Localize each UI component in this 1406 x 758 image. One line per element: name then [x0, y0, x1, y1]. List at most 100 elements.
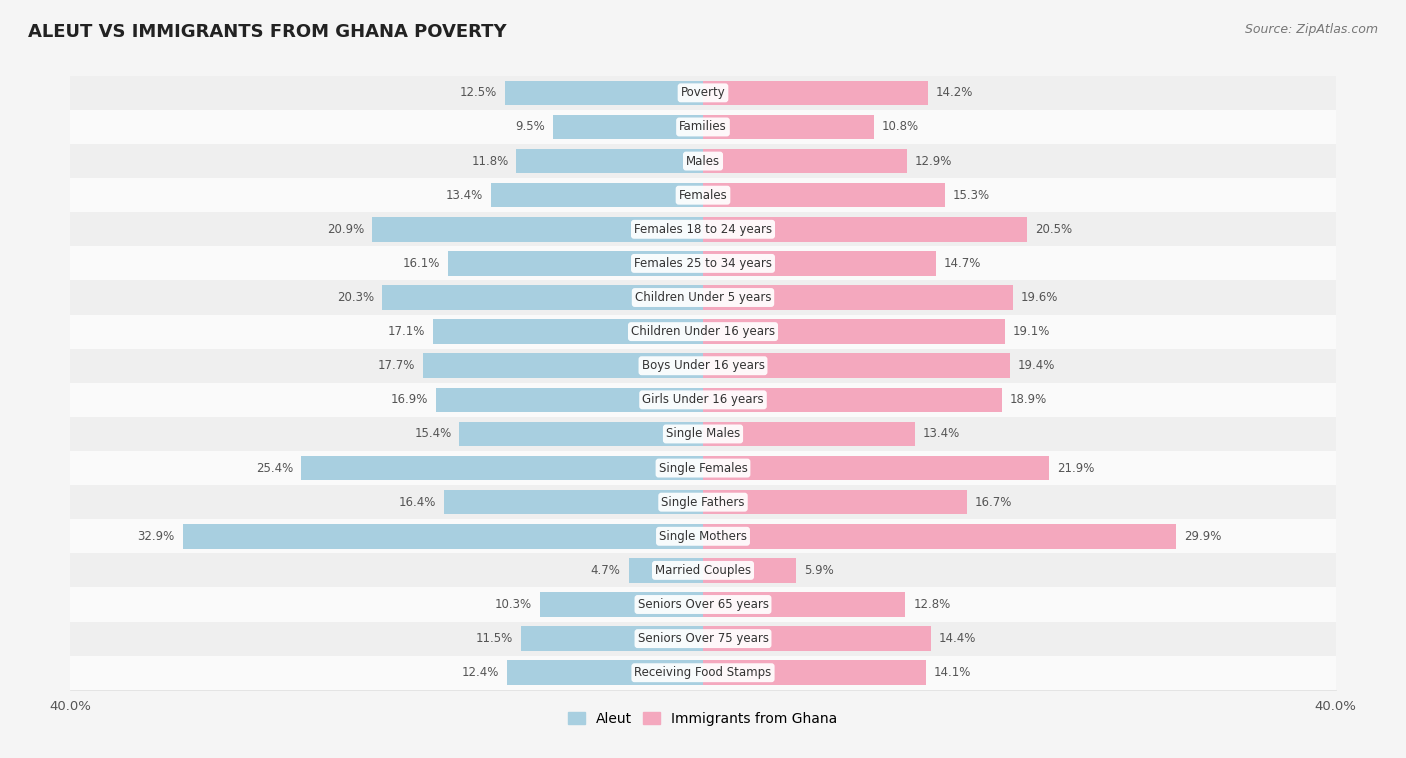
- Text: 19.1%: 19.1%: [1014, 325, 1050, 338]
- Text: Single Fathers: Single Fathers: [661, 496, 745, 509]
- Bar: [703, 660, 927, 685]
- Text: 21.9%: 21.9%: [1057, 462, 1095, 475]
- Legend: Aleut, Immigrants from Ghana: Aleut, Immigrants from Ghana: [568, 712, 838, 726]
- Bar: [70, 622, 1336, 656]
- Text: 16.4%: 16.4%: [398, 496, 436, 509]
- Text: ALEUT VS IMMIGRANTS FROM GHANA POVERTY: ALEUT VS IMMIGRANTS FROM GHANA POVERTY: [28, 23, 506, 41]
- Text: 14.1%: 14.1%: [934, 666, 972, 679]
- Text: Seniors Over 65 years: Seniors Over 65 years: [637, 598, 769, 611]
- Text: Females 18 to 24 years: Females 18 to 24 years: [634, 223, 772, 236]
- Text: 18.9%: 18.9%: [1010, 393, 1047, 406]
- Bar: [628, 558, 703, 583]
- Text: 14.4%: 14.4%: [939, 632, 976, 645]
- Bar: [516, 149, 703, 174]
- Bar: [436, 387, 703, 412]
- Text: Single Females: Single Females: [658, 462, 748, 475]
- Text: Single Mothers: Single Mothers: [659, 530, 747, 543]
- Bar: [70, 280, 1336, 315]
- Text: 4.7%: 4.7%: [591, 564, 621, 577]
- Bar: [703, 114, 875, 139]
- Bar: [373, 217, 703, 242]
- Bar: [703, 387, 1002, 412]
- Bar: [553, 114, 703, 139]
- Bar: [70, 656, 1336, 690]
- Text: 17.1%: 17.1%: [387, 325, 425, 338]
- Text: 10.3%: 10.3%: [495, 598, 531, 611]
- Bar: [703, 456, 1049, 481]
- Bar: [703, 421, 915, 446]
- Text: 14.2%: 14.2%: [935, 86, 973, 99]
- Bar: [703, 285, 1014, 310]
- Bar: [522, 626, 703, 651]
- Text: 32.9%: 32.9%: [138, 530, 174, 543]
- Text: 14.7%: 14.7%: [943, 257, 981, 270]
- Bar: [703, 319, 1005, 344]
- Text: Children Under 16 years: Children Under 16 years: [631, 325, 775, 338]
- Text: Girls Under 16 years: Girls Under 16 years: [643, 393, 763, 406]
- Bar: [703, 353, 1010, 378]
- Text: 12.5%: 12.5%: [460, 86, 498, 99]
- Text: 16.9%: 16.9%: [391, 393, 427, 406]
- Text: 5.9%: 5.9%: [804, 564, 834, 577]
- Bar: [540, 592, 703, 617]
- Bar: [382, 285, 703, 310]
- Bar: [703, 558, 796, 583]
- Bar: [70, 212, 1336, 246]
- Bar: [70, 587, 1336, 622]
- Text: 19.6%: 19.6%: [1021, 291, 1059, 304]
- Text: 11.5%: 11.5%: [477, 632, 513, 645]
- Text: 19.4%: 19.4%: [1018, 359, 1054, 372]
- Text: Families: Families: [679, 121, 727, 133]
- Text: 17.7%: 17.7%: [378, 359, 415, 372]
- Text: 13.4%: 13.4%: [922, 428, 960, 440]
- Bar: [70, 144, 1336, 178]
- Bar: [70, 110, 1336, 144]
- Text: 16.7%: 16.7%: [976, 496, 1012, 509]
- Text: 29.9%: 29.9%: [1184, 530, 1222, 543]
- Text: 20.3%: 20.3%: [337, 291, 374, 304]
- Text: Boys Under 16 years: Boys Under 16 years: [641, 359, 765, 372]
- Text: 13.4%: 13.4%: [446, 189, 484, 202]
- Text: 11.8%: 11.8%: [471, 155, 509, 168]
- Text: 15.3%: 15.3%: [953, 189, 990, 202]
- Bar: [444, 490, 703, 515]
- Bar: [703, 626, 931, 651]
- Text: 12.4%: 12.4%: [461, 666, 499, 679]
- Text: 9.5%: 9.5%: [515, 121, 546, 133]
- Bar: [70, 383, 1336, 417]
- Text: Source: ZipAtlas.com: Source: ZipAtlas.com: [1244, 23, 1378, 36]
- Bar: [70, 76, 1336, 110]
- Text: 15.4%: 15.4%: [415, 428, 451, 440]
- Text: 10.8%: 10.8%: [882, 121, 920, 133]
- Bar: [703, 183, 945, 208]
- Text: Seniors Over 75 years: Seniors Over 75 years: [637, 632, 769, 645]
- Bar: [70, 417, 1336, 451]
- Bar: [183, 524, 703, 549]
- Bar: [703, 80, 928, 105]
- Bar: [449, 251, 703, 276]
- Bar: [70, 519, 1336, 553]
- Bar: [506, 660, 703, 685]
- Text: 16.1%: 16.1%: [404, 257, 440, 270]
- Bar: [460, 421, 703, 446]
- Bar: [703, 217, 1028, 242]
- Text: Receiving Food Stamps: Receiving Food Stamps: [634, 666, 772, 679]
- Bar: [703, 490, 967, 515]
- Text: 20.9%: 20.9%: [328, 223, 364, 236]
- Bar: [70, 451, 1336, 485]
- Text: Females: Females: [679, 189, 727, 202]
- Text: 20.5%: 20.5%: [1035, 223, 1073, 236]
- Text: Children Under 5 years: Children Under 5 years: [634, 291, 772, 304]
- Bar: [70, 349, 1336, 383]
- Text: Females 25 to 34 years: Females 25 to 34 years: [634, 257, 772, 270]
- Bar: [70, 178, 1336, 212]
- Text: Poverty: Poverty: [681, 86, 725, 99]
- Bar: [70, 246, 1336, 280]
- Bar: [70, 485, 1336, 519]
- Bar: [703, 251, 935, 276]
- Bar: [70, 315, 1336, 349]
- Text: 25.4%: 25.4%: [256, 462, 294, 475]
- Text: Single Males: Single Males: [666, 428, 740, 440]
- Bar: [491, 183, 703, 208]
- Bar: [703, 149, 907, 174]
